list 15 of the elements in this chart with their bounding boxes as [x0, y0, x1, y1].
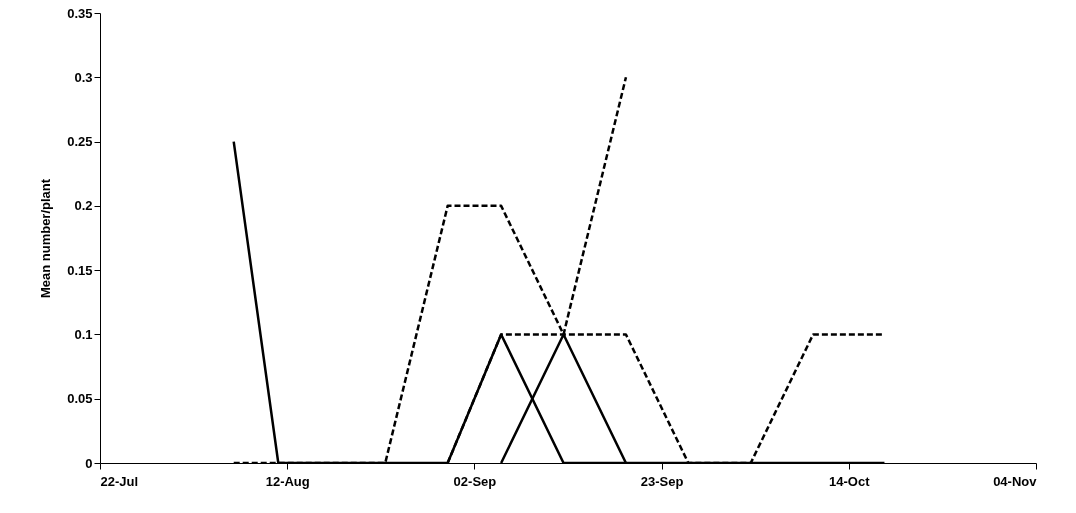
y-tick-label: 0.2: [74, 198, 93, 214]
y-tick-label: 0.05: [67, 391, 93, 407]
x-tick-label: 12-Aug: [265, 473, 310, 489]
y-tick-label: 0.15: [67, 262, 93, 278]
y-tick-label: 0.3: [74, 69, 93, 85]
x-tick-label: 14-Oct: [829, 473, 871, 489]
y-tick-label: 0.25: [67, 134, 93, 150]
y-tick-label: 0: [85, 455, 93, 471]
x-tick-label: 02-Sep: [453, 473, 497, 489]
x-tick-label: 04-Nov: [993, 473, 1038, 489]
y-axis-title: Mean number/plant: [38, 178, 54, 299]
x-tick-label: 22-Jul: [100, 473, 139, 489]
x-tick-label: 23-Sep: [640, 473, 684, 489]
y-tick-label: 0.1: [74, 326, 93, 342]
y-tick-label: 0.35: [67, 5, 93, 21]
